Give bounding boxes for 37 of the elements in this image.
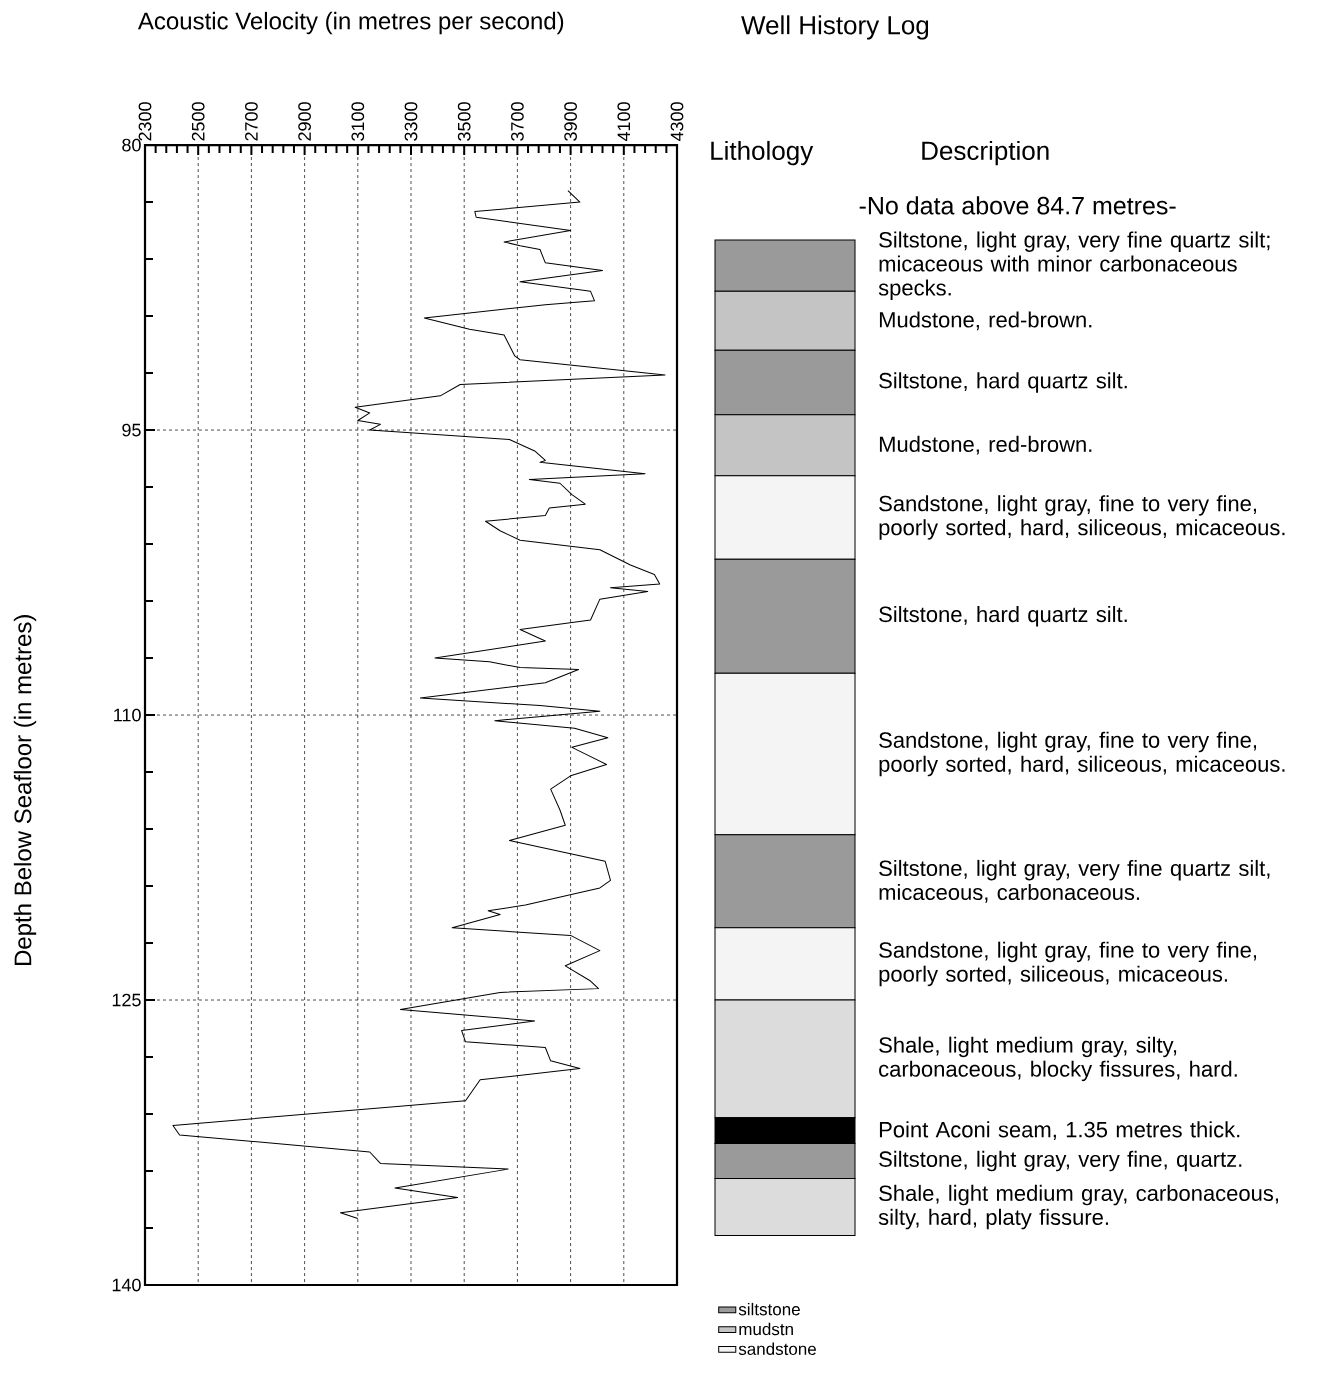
- annotation: Point Aconi seam, 1.35 metres thick.: [879, 1121, 1240, 1141]
- annotation: Lithology: [711, 140, 814, 166]
- x-axis-title: Acoustic Velocity (in metres per second): [137, 11, 564, 35]
- annotation: Mudstone, red-brown.: [879, 435, 1092, 455]
- x-tick-label: 3700: [511, 102, 524, 141]
- annotation: Shale, light medium gray, carbonaceous, silty, hard, platy fissure.: [878, 1184, 1278, 1230]
- annotation: Siltstone, hard quartz silt.: [879, 605, 1127, 627]
- annotation: Sandstone, light gray, fine to very fine, poorly sorted, siliceous, micaceous.: [879, 941, 1257, 987]
- legend-label: mudstn: [739, 1322, 793, 1336]
- annotation: Sandstone, light gray, fine to very fine, poorly sorted, hard, siliceous, micaceous.: [879, 495, 1285, 540]
- x-tick-label: 4300: [670, 102, 684, 142]
- x-tick-label: 3300: [404, 102, 418, 141]
- annotation: -No data above 84.7 metres-: [859, 196, 1176, 215]
- line-series: [172, 190, 666, 1220]
- y-tick-label: 110: [114, 708, 141, 722]
- legend-label: siltstone: [738, 1302, 800, 1316]
- x-tick-label: 4100: [617, 102, 631, 142]
- x-tick-label: 2900: [298, 102, 311, 141]
- annotation: Shale, light medium gray, silty, carbonaceous, blocky fissures, hard.: [879, 1036, 1237, 1082]
- y-tick-label: 95: [122, 423, 141, 437]
- annotation: Mudstone, red-brown.: [879, 311, 1092, 331]
- annotation: Siltstone, light gray, very fine, quartz.: [879, 1150, 1242, 1172]
- y-tick-label: 140: [112, 1278, 141, 1292]
- chart-title: Well History Log: [741, 15, 929, 40]
- annotation: Siltstone, light gray, very fine quartz silt; micaceous with minor carbonaceous specks.: [878, 231, 1270, 300]
- annotation: Sandstone, light gray, fine to very fine, poorly sorted, hard, siliceous, micaceous.: [879, 731, 1285, 777]
- x-tick-label: 2700: [245, 102, 258, 141]
- annotation: Siltstone, light gray, very fine quartz silt, micaceous, carbonaceous.: [879, 859, 1270, 903]
- y-tick-label: 125: [112, 993, 141, 1007]
- x-tick-label: 2500: [191, 102, 205, 141]
- x-tick-label: 3500: [457, 102, 471, 141]
- x-tick-label: 3100: [351, 102, 365, 141]
- annotation: Description: [922, 140, 1049, 166]
- y-axis-title: Depth Below Seafloor (in metres): [13, 615, 37, 966]
- legend-label: sandstone: [738, 1342, 816, 1356]
- x-tick-label: 3900: [564, 102, 577, 141]
- annotation: Siltstone, hard quartz silt.: [879, 372, 1127, 393]
